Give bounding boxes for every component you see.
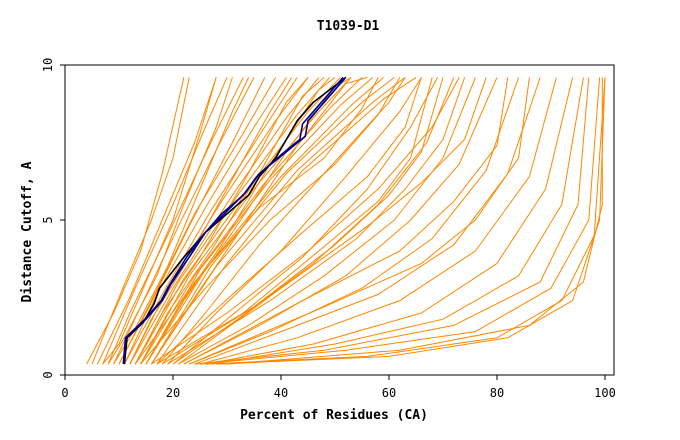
model-lines [86,76,606,365]
model-series-line [91,77,190,365]
model-series-line [150,77,395,365]
model-series-line [102,77,217,365]
model-series-line [140,77,401,365]
model-series-line [172,77,439,365]
x-tick-label: 60 [382,386,396,400]
highlight-series-line [123,76,347,365]
model-series-line [178,77,476,365]
model-series-line [134,77,330,365]
x-tick-label: 40 [274,386,288,400]
highlight-series-line [122,76,344,365]
model-series-line [172,77,455,365]
model-series-line [86,77,185,365]
model-series-line [156,76,417,365]
model-series-line [161,77,406,365]
model-series-line [118,77,277,365]
model-series-line [178,77,487,365]
x-axis-label: Percent of Residues (CA) [240,408,428,423]
y-tick-label: 0 [41,371,55,378]
model-series-line [140,77,363,365]
model-series-line [134,77,309,365]
model-series-line [151,77,460,365]
model-series-line [199,77,557,365]
model-series-line [194,77,590,365]
model-series-line [113,77,255,365]
model-series-line [96,77,217,365]
model-series-line [167,77,422,365]
model-series-line [167,77,466,365]
model-series-line [150,76,368,365]
model-series-line [205,77,606,365]
y-axis-label: Distance Cutoff, A [20,161,35,302]
x-tick-label: 80 [490,386,504,400]
model-series-line [134,77,379,365]
model-series-line [156,77,433,365]
x-axis: 0 20 40 60 80 100 [61,375,616,400]
model-series-line [216,77,606,365]
model-series-line [194,77,541,365]
model-series-line [129,77,293,365]
y-axis: 0 5 10 [41,58,65,379]
model-series-line [199,77,601,365]
model-series-line [150,77,406,365]
highlight-lines [122,76,347,365]
model-series-line [183,77,509,365]
model-series-line [102,77,228,365]
model-series-line [123,77,298,365]
x-tick-label: 0 [61,386,68,400]
model-series-line [145,77,384,365]
model-series-line [129,77,320,365]
model-series-line [107,77,244,365]
model-series-line [161,77,444,365]
model-series-line [183,77,498,365]
model-series-line [140,77,325,365]
model-series-line [210,77,584,365]
x-tick-label: 100 [594,386,616,400]
model-series-line [145,76,352,365]
model-series-line [226,77,603,365]
model-series-line [189,77,530,365]
x-tick-label: 20 [166,386,180,400]
y-tick-label: 10 [41,58,55,72]
model-series-line [118,77,266,365]
chart-title: T1039-D1 [317,19,380,34]
y-tick-label: 5 [41,216,55,223]
model-series-line [156,77,422,365]
model-series-line [189,77,520,365]
model-series-line [107,77,233,365]
model-series-line [205,77,574,365]
model-series-line [145,77,336,365]
